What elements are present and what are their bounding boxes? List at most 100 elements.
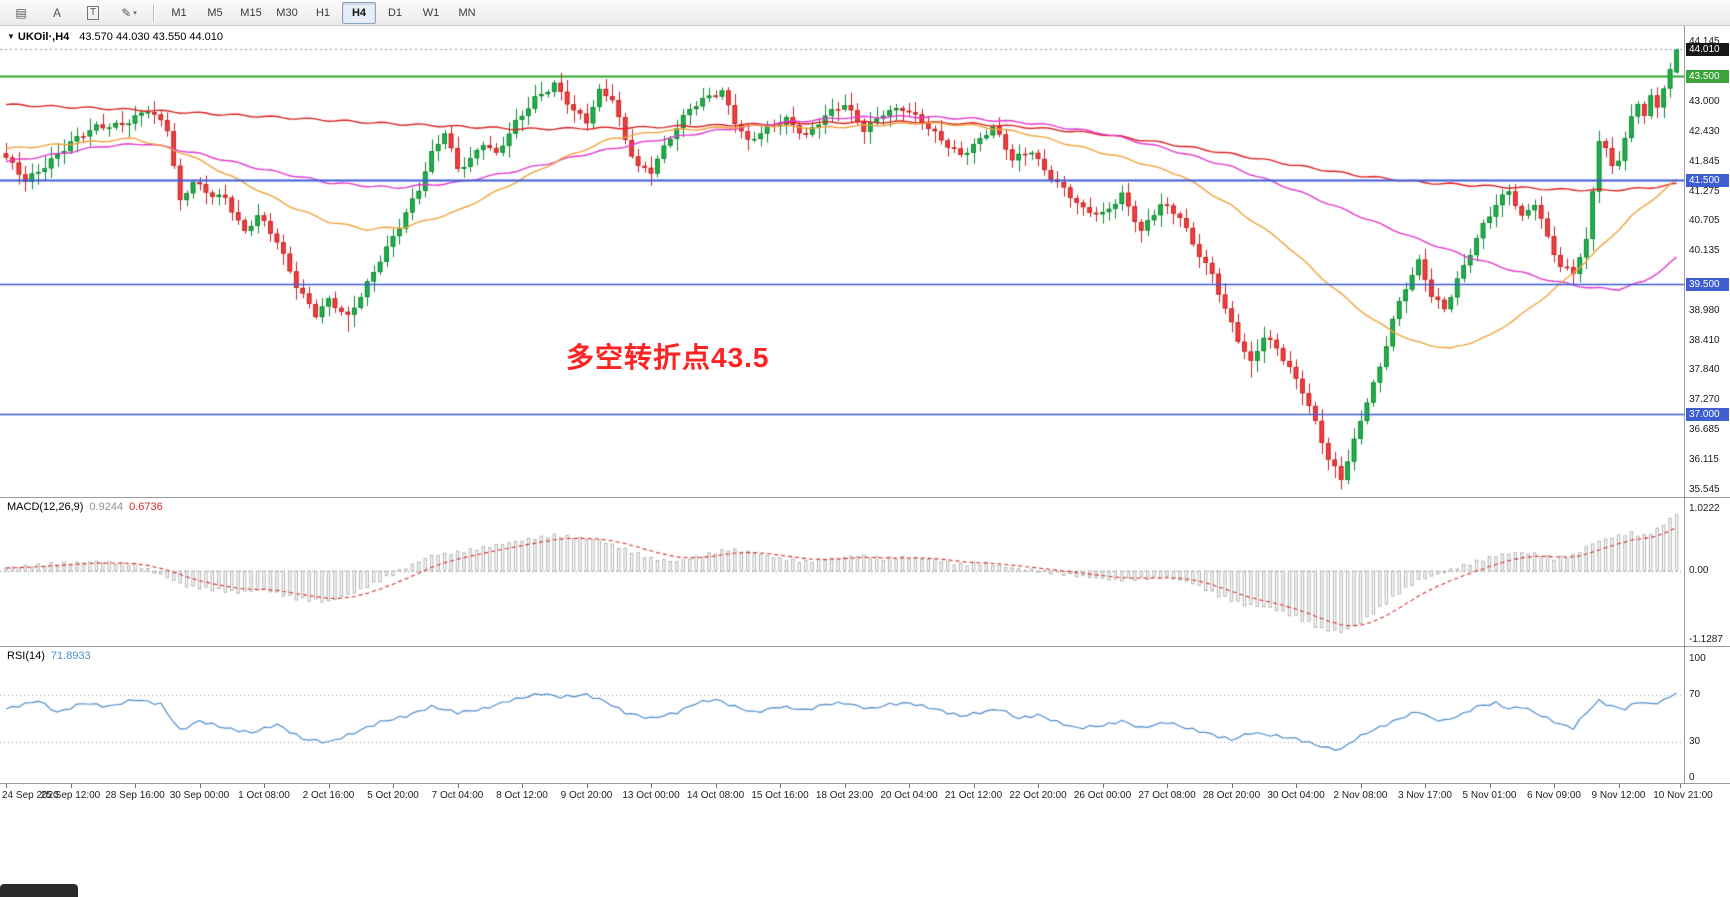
- price-axis-label: 37.840: [1689, 364, 1720, 376]
- price-axis-column[interactable]: 44.145 43.000 42.430 41.845 41.275 40.705 40.1…: [1684, 26, 1730, 783]
- time-axis-label: 13 Oct 00:00: [622, 790, 680, 801]
- time-axis-tick: [6, 784, 7, 788]
- macd-label: MACD(12,26,9): [7, 501, 84, 513]
- rsi-header: RSI(14) 71.8933: [7, 650, 97, 662]
- macd-canvas[interactable]: [0, 498, 1684, 646]
- symbol-header: ▼ UKOil·,H4 43.570 44.030 43.550 44.010: [7, 31, 223, 43]
- time-axis-label: 21 Oct 12:00: [944, 790, 1003, 801]
- time-axis-tick: [844, 784, 846, 788]
- price-axis-label: 36.115: [1689, 454, 1719, 466]
- time-axis-label: 9 Nov 12:00: [1591, 790, 1646, 801]
- time-axis-tick: [1618, 784, 1620, 788]
- time-axis-tick: [1231, 784, 1233, 788]
- symbol-title: UKOil·,H4: [17, 31, 70, 43]
- price-axis-label: 36.685: [1689, 424, 1720, 436]
- time-axis-tick: [973, 784, 975, 788]
- cursor-letter-icon: A: [52, 5, 61, 20]
- rsi-axis-label: 100: [1689, 653, 1706, 664]
- time-axis-tick: [70, 784, 72, 788]
- timeframe-button-m30[interactable]: M30: [276, 6, 298, 19]
- bottom-left-window-fragment: [0, 884, 78, 897]
- price-badge: 41.500: [1686, 173, 1729, 187]
- timeframe-button-m15[interactable]: M15: [240, 6, 262, 19]
- time-axis-tick: [909, 784, 910, 788]
- time-axis-tick: [1038, 784, 1039, 788]
- rsi-axis-label: 30: [1689, 736, 1701, 748]
- timeframe-button-h4[interactable]: H4: [342, 1, 376, 24]
- text-tool-icon-button[interactable]: T: [76, 2, 110, 24]
- macd-main-value: 0.9244: [89, 501, 124, 513]
- time-axis-label: 5 Oct 20:00: [367, 790, 419, 801]
- panel-separator: [0, 646, 1730, 647]
- time-axis-tick: [457, 784, 459, 788]
- timeframe-button-m1[interactable]: M1: [171, 6, 187, 19]
- time-axis-label: 22 Oct 20:00: [1009, 790, 1067, 801]
- price-canvas[interactable]: [0, 26, 1684, 497]
- time-axis[interactable]: 24 Sep 2020 25 Sep 12:00 28 Sep 16:00 30 Se…: [0, 784, 1730, 806]
- time-axis-tick: [393, 784, 394, 788]
- time-axis-label: 8 Oct 12:00: [496, 790, 548, 801]
- time-axis-tick: [715, 784, 717, 788]
- drawing-tools-icon-button[interactable]: ✎ ▾: [112, 2, 146, 24]
- price-badge: 39.500: [1686, 277, 1729, 291]
- time-axis-tick: [1296, 784, 1297, 788]
- timeframe-button-mn[interactable]: MN: [458, 6, 476, 19]
- chevron-down-icon: ▾: [133, 9, 137, 17]
- time-axis-label: 27 Oct 08:00: [1138, 790, 1196, 801]
- time-axis-tick: [1102, 784, 1104, 788]
- chevron-down-icon[interactable]: ▼: [7, 32, 15, 41]
- panel-separator: [0, 497, 1730, 498]
- time-axis-label: 15 Oct 16:00: [751, 790, 809, 801]
- time-axis-tick: [328, 784, 330, 788]
- price-axis-label: 38.980: [1689, 305, 1720, 317]
- time-axis-label: 9 Oct 20:00: [560, 790, 613, 801]
- time-axis-label: 28 Sep 16:00: [105, 790, 165, 801]
- price-axis-label: 43.000: [1689, 96, 1720, 107]
- price-axis-label: 40.135: [1689, 244, 1720, 256]
- price-badge: 43.500: [1686, 69, 1729, 83]
- time-axis-label: 1 Oct 08:00: [238, 790, 290, 801]
- rsi-label: RSI(14): [7, 650, 45, 662]
- charts-layout-icon-button[interactable]: ▤: [4, 2, 38, 24]
- time-axis-tick: [135, 784, 136, 788]
- price-axis-label: 42.430: [1689, 125, 1720, 137]
- price-chart-panel[interactable]: ▼ UKOil·,H4 43.570 44.030 43.550 44.010 多空…: [0, 26, 1684, 497]
- toolbar-separator: [153, 3, 155, 22]
- time-axis-label: 28 Oct 20:00: [1202, 790, 1261, 801]
- price-badge: 37.000: [1686, 407, 1729, 421]
- time-axis-label: 14 Oct 08:00: [686, 790, 745, 801]
- chart-annotation-text[interactable]: 多空转折点43.5: [566, 342, 770, 373]
- price-badge: 44.010: [1686, 42, 1729, 56]
- time-axis-label: 20 Oct 04:00: [880, 790, 938, 801]
- time-axis-label: 6 Nov 09:00: [1527, 790, 1581, 801]
- price-axis-label: 40.705: [1689, 215, 1720, 227]
- time-axis-label: 2 Oct 16:00: [302, 790, 355, 801]
- time-axis-label: 18 Oct 23:00: [815, 790, 874, 801]
- time-axis-tick: [1554, 784, 1555, 788]
- ohlc-values: 43.570 44.030 43.550 44.010: [79, 31, 224, 43]
- time-axis-tick: [1680, 784, 1681, 788]
- time-axis-tick: [586, 784, 588, 788]
- macd-axis-label: 1.0222: [1689, 502, 1720, 514]
- time-axis-tick: [780, 784, 781, 788]
- time-axis-label: 30 Sep 00:00: [169, 790, 230, 801]
- panel-separator: [0, 783, 1730, 784]
- timeframe-button-d1[interactable]: D1: [387, 6, 403, 19]
- cursor-letter-icon-button[interactable]: A: [40, 2, 74, 24]
- macd-signal-value: 0.6736: [129, 501, 163, 513]
- rsi-panel[interactable]: RSI(14) 71.8933: [0, 647, 1684, 783]
- time-axis-tick: [1360, 784, 1362, 788]
- macd-panel[interactable]: MACD(12,26,9) 0.9244 0.6736: [0, 498, 1684, 646]
- rsi-canvas[interactable]: [0, 647, 1684, 783]
- timeframe-button-m5[interactable]: M5: [207, 6, 223, 19]
- time-axis-tick: [1425, 784, 1426, 788]
- time-axis-label: 30 Oct 04:00: [1267, 790, 1325, 801]
- time-axis-tick: [1489, 784, 1491, 788]
- top-toolbar: ▤ A T ✎ ▾ M1 M5 M15 M30 H1 H4 D1 W1 MN: [0, 0, 1730, 26]
- chart-tools-group: ▤ A T ✎ ▾: [4, 2, 146, 24]
- timeframe-button-h1[interactable]: H1: [315, 6, 331, 19]
- timeframe-button-w1[interactable]: W1: [422, 6, 440, 19]
- time-axis-tick: [199, 784, 201, 788]
- time-axis-tick: [651, 784, 652, 788]
